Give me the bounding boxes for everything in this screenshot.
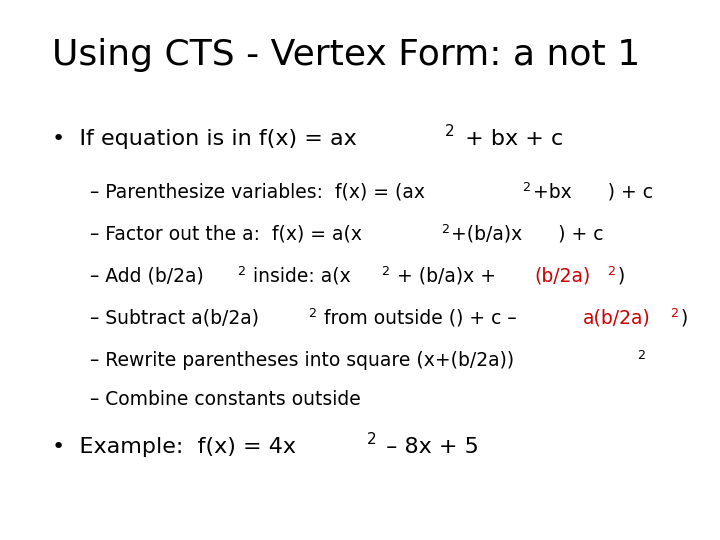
Text: 2: 2 bbox=[366, 432, 377, 447]
Text: +(b/a)x      ) + c: +(b/a)x ) + c bbox=[451, 225, 604, 244]
Text: a(b/2a): a(b/2a) bbox=[582, 309, 650, 328]
Text: 2: 2 bbox=[670, 307, 678, 320]
Text: – Subtract a(b/2a): – Subtract a(b/2a) bbox=[90, 309, 259, 328]
Text: 2: 2 bbox=[308, 307, 316, 320]
Text: Using CTS - Vertex Form: a not 1: Using CTS - Vertex Form: a not 1 bbox=[52, 38, 640, 72]
Text: 2: 2 bbox=[637, 349, 645, 362]
Text: 2: 2 bbox=[237, 265, 245, 278]
Text: – Combine constants outside: – Combine constants outside bbox=[90, 390, 361, 409]
Text: inside: a(x: inside: a(x bbox=[247, 267, 351, 286]
Text: – Rewrite parentheses into square (x+(b/2a)): – Rewrite parentheses into square (x+(b/… bbox=[90, 351, 514, 370]
Text: – 8x + 5: – 8x + 5 bbox=[379, 437, 479, 457]
Text: – Add (b/2a): – Add (b/2a) bbox=[90, 267, 204, 286]
Text: 2: 2 bbox=[607, 265, 615, 278]
Text: – Parenthesize variables:  f(x) = (ax: – Parenthesize variables: f(x) = (ax bbox=[90, 183, 425, 202]
Text: – Factor out the a:  f(x) = a(x: – Factor out the a: f(x) = a(x bbox=[90, 225, 362, 244]
Text: ): ) bbox=[680, 309, 688, 328]
Text: from outside () + c –: from outside () + c – bbox=[318, 309, 523, 328]
Text: 2: 2 bbox=[445, 124, 455, 139]
Text: •  If equation is in f(x) = ax: • If equation is in f(x) = ax bbox=[52, 129, 356, 149]
Text: +bx      ) + c: +bx ) + c bbox=[533, 183, 652, 202]
Text: 2: 2 bbox=[381, 265, 389, 278]
Text: •  Example:  f(x) = 4x: • Example: f(x) = 4x bbox=[52, 437, 296, 457]
Text: ): ) bbox=[618, 267, 625, 286]
Text: + bx + c: + bx + c bbox=[458, 129, 563, 149]
Text: 2: 2 bbox=[522, 180, 530, 193]
Text: 2: 2 bbox=[441, 222, 449, 235]
Text: (b/2a): (b/2a) bbox=[534, 267, 591, 286]
Text: + (b/a)x +: + (b/a)x + bbox=[391, 267, 503, 286]
